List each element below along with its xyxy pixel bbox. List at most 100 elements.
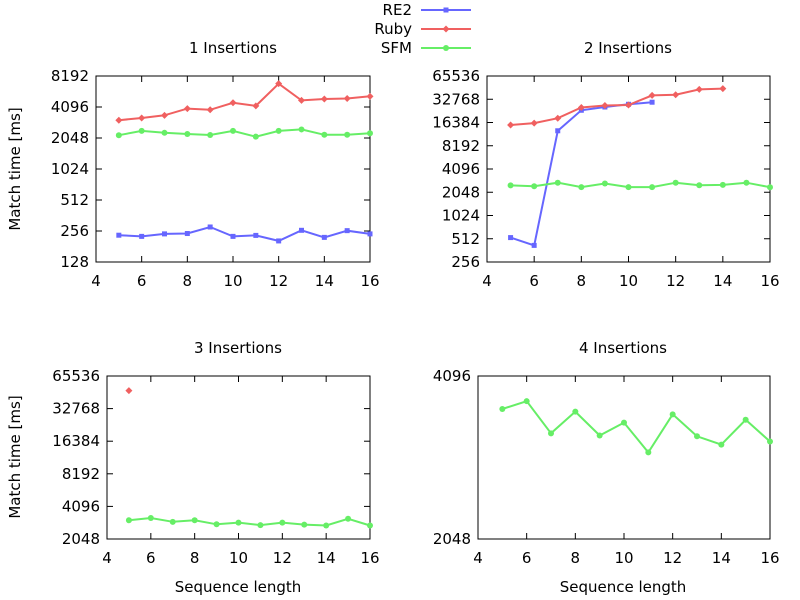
data-point-sfm (548, 430, 554, 437)
data-point-sfm (344, 131, 351, 138)
series-line-re2 (118, 225, 371, 242)
data-point-sfm (649, 184, 656, 191)
x-tick-label: 16 (360, 272, 379, 290)
x-tick-label: 12 (273, 549, 292, 567)
chart-title: 2 Insertions (584, 39, 672, 57)
data-point-ruby (625, 101, 632, 109)
data-point-re2 (116, 232, 122, 238)
data-point-re2 (162, 231, 167, 237)
y-tick-label: 2048 (51, 129, 89, 147)
series-line-ruby (510, 87, 723, 126)
data-point-ruby (719, 85, 727, 93)
data-point-sfm (257, 522, 264, 529)
data-point-sfm (672, 179, 679, 186)
chart-panel-4-insertions: 4 Insertions Sequence length 4 6 8 10 12 14 16… (433, 339, 780, 596)
data-point-re2 (321, 234, 327, 240)
x-tick-label: 6 (522, 549, 532, 567)
chart-panel-3-insertions: 3 Insertions Match time [ms] Sequence le… (6, 339, 380, 596)
y-tick-label: 8192 (62, 465, 100, 483)
data-point-sfm (696, 182, 703, 189)
y-tick-label: 16384 (52, 432, 100, 450)
y-tick-label: 4096 (433, 367, 471, 385)
x-axis-label: Sequence length (175, 578, 302, 596)
x-tick-label: 16 (760, 272, 779, 290)
data-point-sfm (499, 405, 506, 412)
data-point-sfm (601, 180, 608, 187)
legend-marker-re2 (443, 7, 449, 13)
y-tick-label: 4096 (442, 160, 480, 178)
data-point-ruby (577, 104, 585, 112)
x-tick-label: 8 (571, 549, 581, 567)
data-point-sfm (719, 181, 726, 188)
y-tick-label: 32768 (432, 90, 480, 108)
series-sfm (125, 515, 373, 529)
data-point-sfm (743, 179, 750, 186)
data-point-re2 (367, 231, 373, 237)
x-tick-label: 10 (614, 549, 633, 567)
data-point-sfm (161, 129, 168, 136)
x-tick-label: 8 (577, 272, 587, 290)
y-tick-label: 4096 (51, 98, 89, 116)
chart-title: 1 Insertions (189, 39, 277, 57)
y-tick-label: 65536 (52, 367, 100, 385)
y-tick-label: 512 (60, 191, 89, 209)
data-point-ruby (554, 114, 562, 122)
x-tick-label: 4 (482, 272, 492, 290)
series-ruby (125, 387, 133, 395)
data-point-sfm (147, 515, 154, 522)
series-sfm (115, 126, 373, 140)
series-sfm (499, 398, 773, 456)
data-point-ruby (252, 102, 260, 110)
data-point-sfm (367, 522, 373, 529)
data-point-sfm (213, 521, 220, 528)
y-tick-label: 1024 (442, 207, 480, 225)
series-ruby (115, 80, 374, 124)
data-point-sfm (554, 179, 561, 186)
x-tick-label: 12 (663, 549, 682, 567)
data-point-sfm (572, 408, 579, 415)
data-point-re2 (649, 99, 655, 105)
data-point-re2 (184, 231, 190, 237)
legend-marker-ruby (442, 25, 450, 33)
data-point-re2 (139, 233, 145, 239)
data-point-ruby (343, 95, 351, 103)
x-tick-label: 4 (473, 549, 483, 567)
legend-entry-ruby: Ruby (374, 20, 471, 38)
data-point-re2 (276, 238, 282, 244)
chart-title: 4 Insertions (579, 339, 667, 357)
y-tick-label: 32768 (52, 400, 100, 418)
data-point-sfm (138, 127, 145, 134)
legend-label-ruby: Ruby (374, 20, 412, 38)
chart-panel-1-insertions: 1 Insertions Match time [ms] 4 6 8 10 12 14 16… (6, 39, 380, 290)
data-point-sfm (694, 433, 700, 440)
y-axis-label: Match time [ms] (6, 395, 24, 518)
data-point-ruby (125, 387, 133, 395)
y-tick-label: 512 (451, 230, 480, 248)
x-tick-label: 8 (190, 549, 200, 567)
x-tick-label: 6 (529, 272, 539, 290)
data-point-sfm (191, 517, 198, 524)
data-point-re2 (508, 235, 514, 241)
data-point-ruby (507, 121, 515, 129)
y-tick-label: 256 (60, 222, 89, 240)
x-tick-label: 16 (360, 549, 379, 567)
data-point-ruby (138, 114, 146, 122)
data-point-sfm (718, 441, 725, 448)
y-tick-label: 16384 (432, 114, 480, 132)
data-point-re2 (555, 128, 561, 134)
x-tick-label: 16 (760, 549, 779, 567)
data-point-ruby (275, 80, 283, 88)
data-point-ruby (115, 116, 123, 124)
data-point-sfm (323, 522, 330, 529)
chart-panel-2-insertions: 2 Insertions 4 6 8 10 12 14 16 256 512 1024 2048 40… (432, 39, 779, 290)
chart-title: 3 Insertions (194, 339, 282, 357)
x-tick-label: 8 (183, 272, 193, 290)
series-line-sfm (118, 128, 371, 138)
data-point-sfm (596, 432, 603, 439)
data-point-ruby (601, 101, 609, 109)
data-point-re2 (207, 224, 213, 230)
data-point-sfm (184, 130, 191, 137)
series-line-sfm (501, 400, 771, 455)
data-point-sfm (275, 127, 282, 134)
data-point-sfm (531, 183, 538, 190)
